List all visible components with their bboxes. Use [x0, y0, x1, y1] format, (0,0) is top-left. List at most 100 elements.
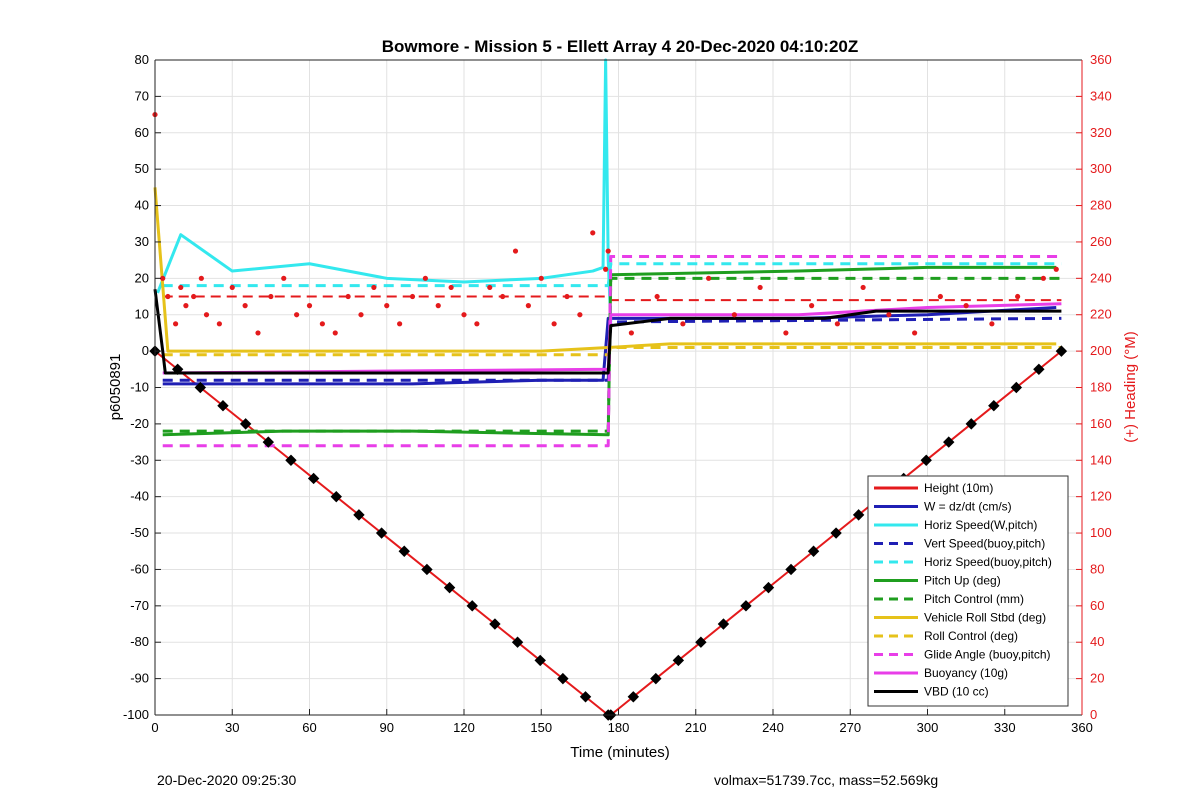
heading-point — [912, 330, 918, 336]
y-tick-label-left: 60 — [135, 125, 149, 140]
heading-point — [500, 293, 506, 300]
y-tick-label-left: 0 — [142, 343, 149, 358]
x-tick-label: 240 — [762, 720, 784, 735]
height-marker — [1033, 363, 1045, 376]
heading-point — [603, 266, 609, 272]
heading-point — [654, 293, 660, 300]
legend-label: Pitch Control (mm) — [924, 592, 1024, 606]
height-marker — [375, 527, 388, 539]
grid — [154, 59, 1083, 716]
height-marker — [353, 509, 365, 521]
y-axis-label-left: p6050891 — [107, 354, 124, 421]
height-marker — [717, 618, 730, 630]
y-tick-label-right: 240 — [1090, 270, 1112, 285]
height-marker — [852, 509, 865, 521]
height-marker — [579, 691, 592, 703]
y-tick-label-right: 280 — [1090, 198, 1112, 213]
y-tick-label-right: 320 — [1090, 125, 1112, 140]
chart-title: Bowmore - Mission 5 - Ellett Array 4 20-… — [382, 37, 859, 56]
height-marker — [171, 363, 184, 376]
y-tick-label-right: 300 — [1090, 161, 1112, 176]
y-tick-label-right: 100 — [1090, 525, 1112, 540]
height-marker — [672, 654, 685, 667]
y-tick-label-left: 10 — [135, 307, 149, 322]
y-tick-label-right: 120 — [1090, 489, 1112, 504]
y-tick-label-right: 200 — [1090, 343, 1112, 358]
height-marker — [398, 545, 410, 557]
y-tick-label-right: 220 — [1090, 307, 1112, 322]
legend-box — [867, 475, 1069, 707]
y-tick-label-right: 140 — [1090, 452, 1112, 467]
heading-point — [706, 275, 712, 281]
legend-label: Glide Angle (buoy,pitch) — [924, 648, 1051, 662]
y-tick-label-right: 80 — [1090, 561, 1104, 576]
heading-point — [963, 303, 969, 309]
y-tick-label-left: 40 — [135, 198, 149, 213]
y-tick-label-left: -70 — [130, 598, 149, 613]
height-marker — [785, 563, 797, 576]
heading-point — [358, 312, 364, 318]
heading-point — [268, 293, 274, 300]
heading-point — [783, 330, 789, 336]
footer-timestamp: 20-Dec-2020 09:25:30 — [157, 772, 297, 788]
x-tick-label: 60 — [302, 720, 316, 735]
height-marker — [217, 399, 229, 412]
heading-point — [538, 275, 544, 281]
heading-point — [628, 330, 634, 336]
x-tick-label: 330 — [994, 720, 1016, 735]
heading-point — [409, 293, 416, 300]
height-marker — [443, 581, 456, 594]
legend-label: Buoyancy (10g) — [924, 666, 1008, 680]
height-marker — [830, 527, 842, 539]
heading-point — [216, 321, 222, 327]
heading-point — [564, 293, 570, 300]
legend-label: Horiz Speed(buoy,pitch) — [924, 555, 1052, 569]
footer-vehicle-stats: volmax=51739.7cc, mass=52.569kg — [714, 772, 939, 788]
x-tick-label: 270 — [839, 720, 861, 735]
heading-point — [332, 330, 338, 336]
x-tick-label: 150 — [530, 720, 552, 735]
heading-point — [474, 321, 480, 327]
heading-point — [191, 293, 197, 300]
heading-point — [165, 293, 171, 300]
y-tick-label-left: -100 — [123, 707, 149, 722]
height-marker — [194, 381, 207, 394]
series-line-vehicle-roll-stbd-deg — [153, 187, 1057, 353]
y-axis-label-right: (+) Heading (°M) — [1122, 331, 1139, 442]
heading-reference-line — [162, 295, 1062, 302]
height-marker — [330, 490, 342, 503]
y-tick-label-left: 30 — [135, 234, 149, 249]
heading-point — [1015, 293, 1021, 300]
x-tick-label: 30 — [225, 720, 239, 735]
heading-point — [461, 312, 467, 318]
heading-point — [371, 284, 377, 291]
height-marker — [920, 454, 932, 466]
y-tick-label-right: 40 — [1090, 634, 1104, 649]
series-line-vert-speed-buoy-pitch — [162, 316, 1062, 382]
legend-label: Roll Control (deg) — [924, 629, 1018, 643]
height-marker — [285, 454, 297, 466]
height-marker — [262, 436, 275, 448]
height-marker — [239, 418, 252, 430]
y-tick-label-left: 70 — [135, 88, 149, 103]
height-marker — [965, 418, 977, 430]
heading-point — [198, 275, 204, 281]
y-tick-label-left: -40 — [130, 489, 149, 504]
y-tick-label-right: 0 — [1090, 707, 1097, 722]
plot-lines — [149, 58, 1068, 721]
height-marker — [489, 618, 501, 630]
axes: 0 30 60 90 120 150 180 210 240 270 300 330 360807060… — [123, 52, 1112, 735]
heading-point — [886, 312, 892, 318]
y-tick-label-left: -60 — [130, 561, 149, 576]
height-marker — [307, 472, 320, 485]
heading-point — [525, 303, 531, 309]
height-marker — [421, 563, 433, 576]
y-tick-label-right: 160 — [1090, 416, 1112, 431]
legend-label: Vehicle Roll Stbd (deg) — [924, 611, 1046, 625]
y-tick-label-left: 20 — [135, 270, 149, 285]
heading-point — [178, 284, 184, 291]
heading-point — [255, 330, 261, 336]
x-tick-label: 90 — [380, 720, 394, 735]
heading-point — [306, 303, 313, 309]
